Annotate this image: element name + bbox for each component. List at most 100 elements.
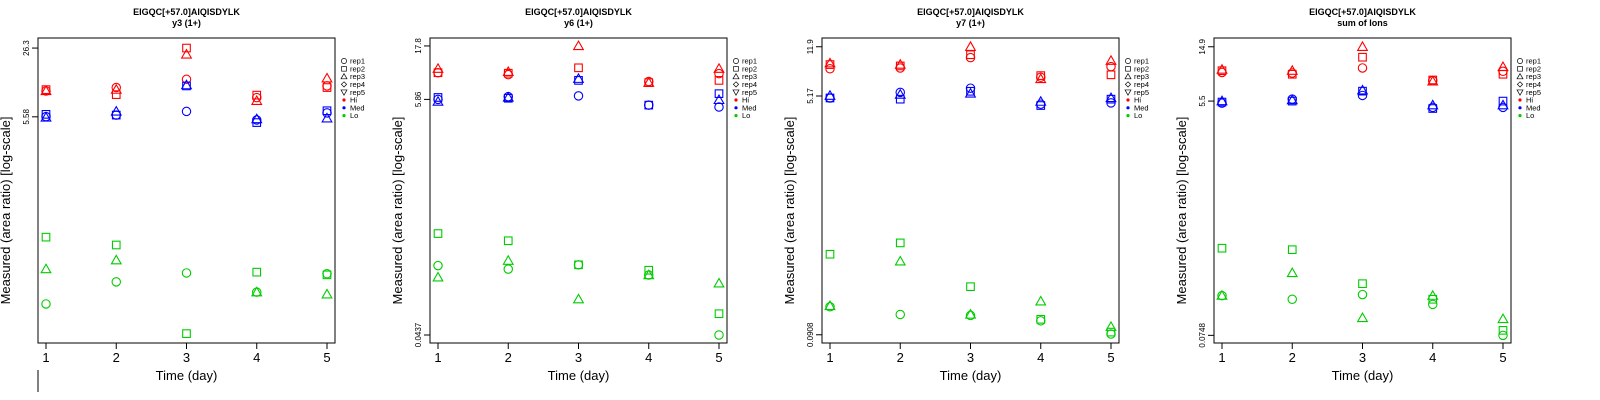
- x-axis-label: Time (day): [1332, 368, 1394, 383]
- data-point: [180, 48, 193, 59]
- y-tick-label: 14.9: [1198, 38, 1207, 54]
- data-point: [1036, 71, 1046, 80]
- legend-marker-rep2: [1125, 66, 1131, 72]
- legend-label: rep3: [350, 72, 365, 81]
- data-point: [432, 95, 444, 106]
- legend-label: Lo: [350, 111, 358, 120]
- y-axis-label: Measured (area ratio) [log-scale]: [782, 117, 797, 305]
- data-point: [1036, 316, 1046, 326]
- data-point: [321, 72, 333, 83]
- legend-marker-rep2: [341, 66, 347, 72]
- data-point: [895, 94, 905, 104]
- data-point: [1034, 95, 1047, 106]
- data-point: [1286, 267, 1299, 278]
- chart-title-line1: EIGQC[+57.0]AIQISDYLK: [525, 7, 632, 17]
- legend-label: rep2: [742, 64, 757, 73]
- data-point: [1357, 63, 1368, 73]
- data-point: [180, 79, 193, 90]
- data-point: [111, 82, 122, 93]
- y-tick-label: 5.86: [414, 91, 423, 107]
- y-tick-label: 11.9: [806, 39, 815, 55]
- data-point: [573, 260, 584, 270]
- legend-marker-rep1: [1517, 58, 1523, 64]
- data-point: [503, 264, 513, 274]
- data-point: [644, 100, 654, 110]
- legend-marker-rep4: [1516, 81, 1524, 88]
- legend-marker-rep3: [1124, 72, 1132, 80]
- data-point: [110, 254, 123, 265]
- legend-label: rep3: [742, 72, 757, 81]
- data-point: [41, 232, 51, 242]
- data-point: [1498, 330, 1508, 341]
- data-point: [502, 65, 515, 76]
- y-tick-label: 5.58: [22, 108, 31, 124]
- data-point: [432, 62, 444, 73]
- legend-marker-rep4: [1124, 81, 1132, 88]
- legend-marker-rep1: [341, 58, 347, 64]
- data-point: [181, 268, 192, 278]
- x-tick-label: 1: [826, 350, 833, 365]
- data-point: [824, 57, 836, 68]
- legend-label: rep1: [350, 57, 365, 66]
- legend-marker-rep4: [340, 81, 348, 88]
- data-point: [965, 52, 976, 63]
- legend-marker-Hi: [342, 98, 346, 102]
- data-point: [714, 76, 724, 85]
- data-point: [181, 106, 192, 117]
- data-point: [1105, 92, 1117, 103]
- data-point: [894, 58, 907, 69]
- x-tick-label: 1: [1218, 350, 1225, 365]
- y-axis-label: Measured (area ratio) [log-scale]: [1174, 117, 1189, 305]
- legend-label: Med: [1526, 103, 1541, 112]
- data-point: [894, 88, 907, 99]
- legend-marker-rep5: [732, 89, 740, 96]
- plot-frame: [1213, 37, 1512, 344]
- data-point: [433, 260, 443, 271]
- legend-marker-Hi: [1126, 98, 1130, 102]
- legend-marker-rep2: [733, 66, 739, 72]
- x-tick-label: 4: [253, 350, 260, 365]
- legend-label: rep5: [1134, 88, 1149, 97]
- data-point: [1217, 243, 1227, 253]
- chart-title-line1: EIGQC[+57.0]AIQISDYLK: [133, 7, 240, 17]
- data-point: [1034, 295, 1047, 306]
- data-point: [1216, 95, 1228, 106]
- data-point: [322, 83, 332, 92]
- data-point: [824, 299, 836, 311]
- x-tick-label: 2: [505, 350, 512, 365]
- data-point: [1357, 289, 1368, 300]
- data-point: [714, 68, 724, 79]
- y-axis-label: Measured (area ratio) [log-scale]: [390, 117, 405, 305]
- data-point: [713, 277, 725, 288]
- x-tick-label: 1: [434, 350, 441, 365]
- data-point: [966, 86, 975, 96]
- data-point: [250, 113, 263, 124]
- data-point: [1426, 289, 1439, 300]
- legend-label: rep4: [1134, 80, 1149, 89]
- legend-marker-Hi: [1518, 98, 1522, 102]
- legend-label: Hi: [1134, 96, 1141, 105]
- data-point: [182, 43, 191, 53]
- data-point: [252, 90, 262, 100]
- data-point: [714, 330, 724, 340]
- data-point: [713, 62, 725, 73]
- legend-label: rep4: [742, 80, 757, 89]
- x-axis-label: Time (day): [940, 368, 1002, 383]
- data-point: [572, 72, 585, 83]
- legend-label: rep5: [350, 88, 365, 97]
- data-point: [825, 249, 835, 259]
- data-point: [111, 90, 121, 99]
- data-point: [250, 94, 263, 106]
- legend-label: Lo: [1526, 111, 1534, 120]
- x-tick-label: 4: [1037, 350, 1044, 365]
- data-point: [574, 63, 583, 73]
- legend-label: rep2: [350, 64, 365, 73]
- data-point: [1498, 66, 1508, 77]
- data-point: [1106, 327, 1116, 337]
- data-point: [574, 260, 583, 270]
- data-point: [1287, 294, 1298, 305]
- x-tick-label: 4: [1429, 350, 1436, 365]
- x-tick-label: 3: [575, 350, 582, 365]
- data-point: [1428, 299, 1438, 310]
